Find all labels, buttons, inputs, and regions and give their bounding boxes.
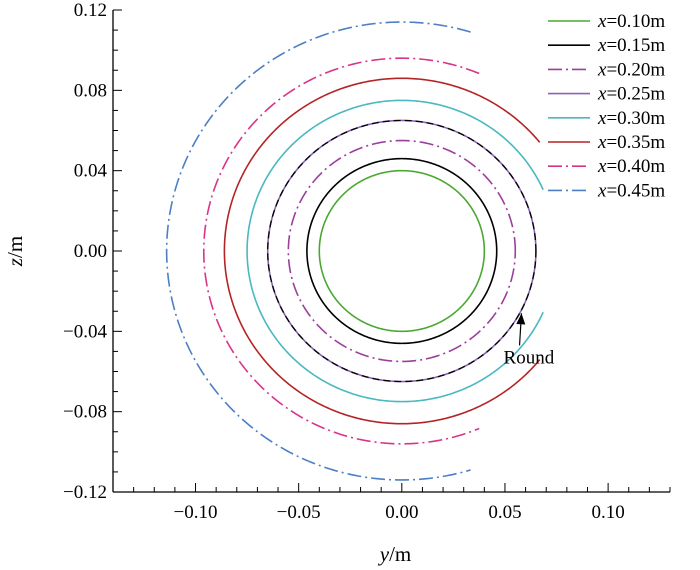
legend-label-1: x=0.15m (597, 35, 665, 56)
legend-label-0: x=0.10m (597, 11, 665, 32)
series-line-5 (223, 77, 541, 425)
legend-label-2: x=0.20m (597, 59, 665, 80)
x-axis-label: y/m (378, 542, 412, 566)
annotation-round-label: Round (504, 347, 555, 368)
x-tick-label: 0.00 (385, 502, 418, 523)
x-tick-label: 0.05 (488, 502, 521, 523)
y-tick-label: 0.00 (74, 241, 107, 262)
y-axis-label: z/m (3, 236, 27, 267)
y-tick-label: −0.04 (63, 321, 107, 342)
series-line-6 (202, 57, 480, 445)
series-line-4 (246, 99, 544, 403)
x-tick-label: −0.05 (277, 502, 321, 523)
y-tick-label: −0.08 (63, 402, 107, 423)
series-line-2 (287, 139, 517, 363)
legend-label-4: x=0.30m (597, 108, 665, 129)
annotation-arrowhead (516, 313, 526, 325)
x-tick-label: −0.10 (174, 502, 218, 523)
series-line-3 (266, 119, 537, 383)
y-tick-label: 0.12 (74, 0, 107, 21)
legend-label-3: x=0.25m (597, 84, 665, 105)
reference-round-curve (267, 119, 537, 383)
legend-label-5: x=0.35m (597, 132, 665, 153)
series-line-1 (306, 157, 498, 345)
series-line-7 (165, 21, 471, 481)
y-tick-label: 0.04 (74, 161, 108, 182)
legend-label-6: x=0.40m (597, 156, 665, 177)
x-tick-label: 0.10 (591, 502, 624, 523)
series-line-0 (318, 169, 486, 333)
y-tick-label: 0.08 (74, 80, 107, 101)
y-tick-label: −0.12 (63, 482, 107, 503)
legend-label-7: x=0.45m (597, 180, 665, 201)
